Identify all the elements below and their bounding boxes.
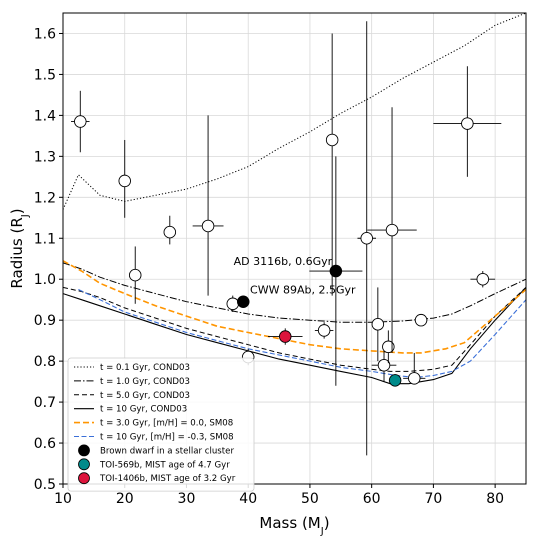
legend-marker-swatch bbox=[78, 472, 90, 485]
legend-label: TOI-569b, MIST age of 4.7 Gyr bbox=[99, 460, 230, 470]
point-marker bbox=[476, 272, 490, 286]
x-axis-title: Mass (MJ) bbox=[259, 514, 329, 537]
point-marker bbox=[325, 133, 339, 147]
legend-label: t = 10 Gyr, [m/H] = -0.3, SM08 bbox=[100, 433, 234, 443]
x-tick-label: 60 bbox=[363, 491, 381, 507]
data-point bbox=[118, 139, 131, 218]
annotation-label: AD 3116b, 0.6Gyr bbox=[234, 255, 333, 268]
curve-2 bbox=[63, 286, 526, 372]
x-tick-label: 40 bbox=[239, 491, 257, 507]
x-tick-label: 80 bbox=[486, 491, 504, 507]
data-point bbox=[414, 313, 428, 327]
point-marker bbox=[414, 313, 428, 327]
legend: t = 0.1 Gyr, COND03 t = 1.0 Gyr, COND03 t … bbox=[67, 357, 255, 492]
axis-ticks: 10 20 30 40 50 60 70 80 0.5 0.6 0.7 0.8 0.9 1.0 1.1 1.2… bbox=[34, 26, 504, 507]
curve-5 bbox=[78, 289, 526, 379]
point-marker bbox=[408, 372, 421, 385]
data-point bbox=[192, 115, 224, 296]
x-tick-label: 50 bbox=[301, 491, 319, 507]
curve-4 bbox=[63, 260, 526, 354]
point-marker bbox=[163, 225, 177, 239]
legend-label: t = 1.0 Gyr, COND03 bbox=[100, 377, 190, 387]
point-marker bbox=[226, 297, 240, 311]
data-point bbox=[163, 215, 177, 245]
point-marker bbox=[461, 117, 474, 130]
legend-label: t = 0.1 Gyr, COND03 bbox=[100, 363, 190, 373]
legend-marker-swatch bbox=[78, 444, 90, 457]
data-point bbox=[71, 90, 90, 153]
legend-label: t = 5.0 Gyr, COND03 bbox=[100, 391, 190, 401]
data-point bbox=[226, 295, 240, 312]
y-tick-label: 1.3 bbox=[34, 149, 56, 165]
y-tick-label: 0.7 bbox=[34, 395, 56, 411]
data-point bbox=[433, 66, 502, 177]
point-marker bbox=[237, 295, 250, 308]
data-point bbox=[388, 374, 402, 387]
point-marker bbox=[329, 264, 343, 278]
data-points bbox=[71, 21, 502, 456]
x-tick-label: 70 bbox=[424, 491, 442, 507]
y-tick-label: 0.9 bbox=[34, 313, 56, 329]
data-point bbox=[128, 246, 142, 304]
point-marker bbox=[388, 374, 402, 387]
point-marker bbox=[371, 318, 385, 331]
legend-label: TOI-1406b, MIST age of 3.2 Gyr bbox=[99, 474, 236, 484]
y-tick-label: 1.0 bbox=[34, 272, 56, 288]
data-point bbox=[470, 271, 496, 288]
point-marker bbox=[385, 223, 399, 237]
data-point bbox=[371, 287, 385, 362]
legend-label: Brown dwarf in a stellar cluster bbox=[100, 446, 234, 456]
data-point bbox=[325, 33, 339, 296]
x-tick-label: 10 bbox=[54, 491, 72, 507]
point-marker bbox=[118, 174, 131, 188]
curve-3 bbox=[63, 287, 526, 385]
legend-box bbox=[67, 357, 255, 492]
plot-frame bbox=[62, 12, 527, 485]
data-point bbox=[357, 21, 376, 456]
y-tick-label: 1.5 bbox=[34, 67, 56, 83]
point-marker bbox=[317, 324, 331, 337]
legend-label: t = 3.0 Gyr, [m/H] = 0.0, SM08 bbox=[100, 419, 233, 429]
legend-label: t = 10 Gyr, COND03 bbox=[100, 405, 187, 415]
x-tick-label: 30 bbox=[178, 491, 196, 507]
data-point bbox=[314, 322, 334, 339]
y-tick-label: 1.1 bbox=[34, 231, 56, 247]
data-point bbox=[371, 348, 397, 382]
data-point bbox=[267, 328, 303, 345]
point-marker bbox=[382, 340, 395, 354]
data-point bbox=[403, 352, 426, 385]
data-point bbox=[382, 330, 395, 364]
y-axis-title: Radius (RJ) bbox=[8, 208, 31, 288]
legend-marker-swatch bbox=[78, 458, 90, 471]
data-point bbox=[309, 156, 363, 386]
y-tick-label: 1.2 bbox=[34, 190, 56, 206]
curve-1 bbox=[63, 262, 526, 323]
y-tick-label: 1.4 bbox=[34, 108, 56, 124]
curve-0 bbox=[63, 13, 526, 210]
y-tick-label: 0.5 bbox=[34, 477, 56, 493]
point-marker bbox=[360, 232, 373, 245]
data-point bbox=[367, 107, 417, 353]
point-marker bbox=[278, 330, 292, 343]
annotations: AD 3116b, 0.6Gyr CWW 89Ab, 2.5Gyr bbox=[234, 255, 356, 297]
y-tick-label: 1.6 bbox=[34, 26, 56, 42]
data-point bbox=[237, 295, 250, 308]
point-marker bbox=[128, 268, 142, 282]
y-tick-label: 0.8 bbox=[34, 354, 56, 370]
model-curves bbox=[63, 13, 526, 385]
x-tick-label: 20 bbox=[116, 491, 134, 507]
y-tick-label: 0.6 bbox=[34, 436, 56, 452]
annotation-label: CWW 89Ab, 2.5Gyr bbox=[250, 284, 356, 297]
point-marker bbox=[74, 115, 87, 128]
point-marker bbox=[377, 358, 391, 372]
point-marker bbox=[201, 219, 215, 233]
